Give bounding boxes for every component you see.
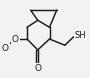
Text: O: O <box>12 34 19 44</box>
Text: SH: SH <box>75 31 86 40</box>
Text: O: O <box>34 64 41 73</box>
Text: O: O <box>2 44 9 53</box>
